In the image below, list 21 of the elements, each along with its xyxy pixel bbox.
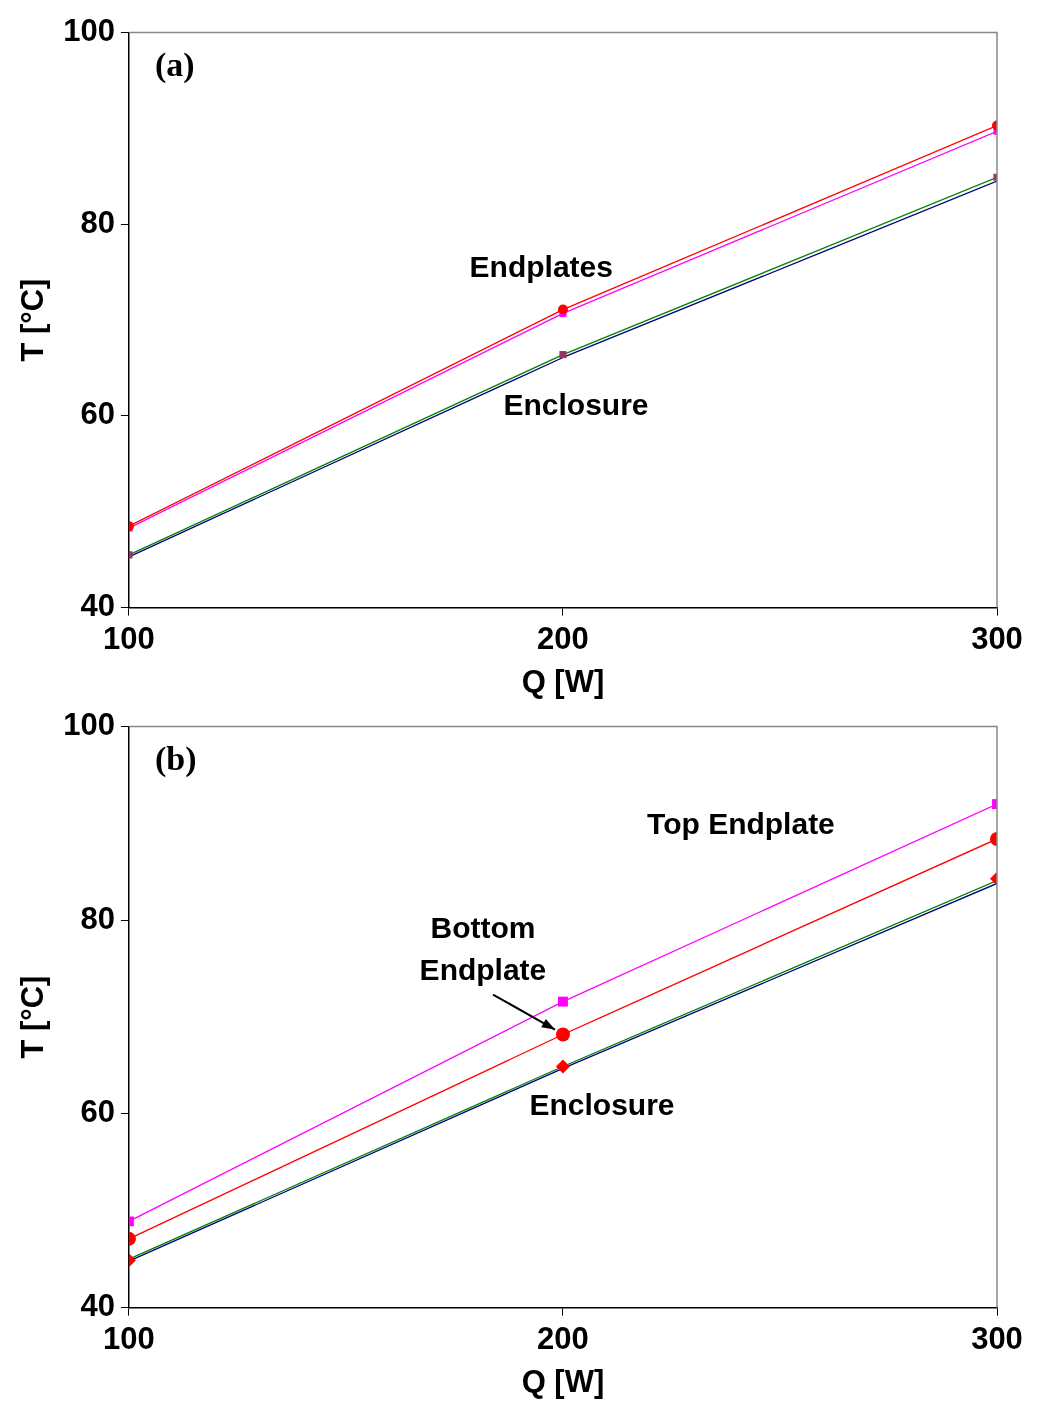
annotation: (a) xyxy=(154,45,195,84)
y-tick-label: 100 xyxy=(63,13,115,49)
x-tick-label: 200 xyxy=(537,620,589,656)
x-tick-label: 300 xyxy=(971,620,1023,656)
annotation: (b) xyxy=(154,739,197,778)
y-tick-label: 100 xyxy=(63,707,115,743)
y-tick-label: 60 xyxy=(80,396,115,432)
y-tick-label: 80 xyxy=(80,204,115,240)
x-axis-title: Q [W] xyxy=(521,1363,605,1399)
x-axis-title: Q [W] xyxy=(521,663,605,699)
annotation: Enclosure xyxy=(529,1088,675,1122)
annotation: Endplates xyxy=(469,249,613,283)
annotation: Bottom Endplate xyxy=(419,910,547,986)
annotation: Top Endplate xyxy=(647,806,835,840)
x-tick-label: 300 xyxy=(971,1320,1023,1356)
annotation: Enclosure xyxy=(503,387,649,421)
y-axis-title: T [°C] xyxy=(15,278,51,362)
y-axis-title: T [°C] xyxy=(15,975,51,1059)
y-tick-label: 80 xyxy=(80,900,115,936)
y-tick-label: 60 xyxy=(80,1094,115,1130)
x-tick-label: 200 xyxy=(537,1320,589,1356)
